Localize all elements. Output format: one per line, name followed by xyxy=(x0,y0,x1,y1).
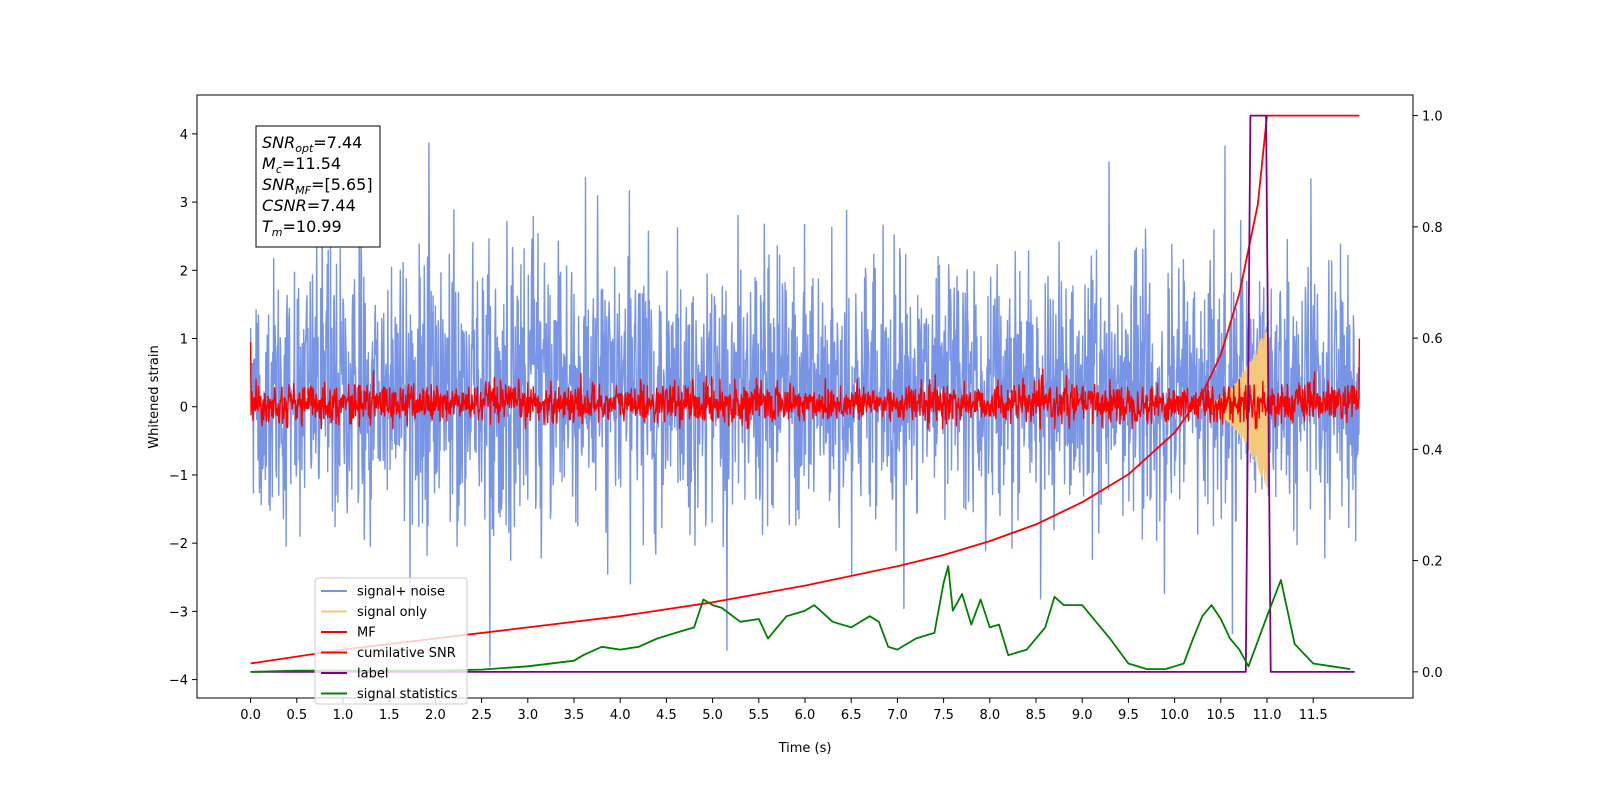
x-tick-label: 4.5 xyxy=(656,708,677,723)
info-box-line: SNRMF=[5.65] xyxy=(262,175,373,197)
x-tick-label: 11.0 xyxy=(1253,708,1282,723)
y-tick-label: 0 xyxy=(180,401,188,416)
y-tick-label: −1 xyxy=(169,469,188,484)
x-tick-label: 4.0 xyxy=(610,708,631,723)
legend-label: cumilative SNR xyxy=(357,646,456,661)
series-label xyxy=(250,114,1355,673)
info-box-frame xyxy=(255,125,381,248)
x-tick-label: 1.0 xyxy=(333,708,354,723)
y2-tick-label: 0.6 xyxy=(1422,332,1443,347)
y-axis-right: 1.0 0.8 0.6 0.4 0.2 0.0 xyxy=(1413,110,1443,681)
y2-tick-label: 0.0 xyxy=(1422,666,1443,681)
legend-label: label xyxy=(357,667,388,682)
legend: signal+ noise signal only MF cumilative SNR… xyxy=(314,577,468,705)
x-tick-label: 0.0 xyxy=(240,708,261,723)
y-tick-label: −2 xyxy=(169,537,188,552)
y-tick-label: −4 xyxy=(169,674,188,689)
y2-tick-label: 0.8 xyxy=(1422,221,1443,236)
info-box-line: Tm=10.99 xyxy=(262,217,342,239)
x-tick-label: 8.0 xyxy=(979,708,1000,723)
y-tick-label: 3 xyxy=(180,196,188,211)
x-tick-label: 3.5 xyxy=(564,708,585,723)
info-box-line: Mc=11.54 xyxy=(262,154,341,176)
x-tick-label: 2.5 xyxy=(471,708,492,723)
series-cumulative-snr xyxy=(250,114,1360,665)
x-tick-label: 3.0 xyxy=(517,708,538,723)
info-box-line: CSNR=7.44 xyxy=(262,196,356,215)
x-tick-label: 5.5 xyxy=(748,708,769,723)
x-tick-label: 2.0 xyxy=(425,708,446,723)
y2-tick-label: 0.4 xyxy=(1422,443,1443,458)
series-mf xyxy=(249,338,1361,430)
y-tick-label: 2 xyxy=(180,264,188,279)
legend-label: MF xyxy=(357,626,376,641)
x-tick-label: 9.0 xyxy=(1072,708,1093,723)
series-signal-statistics xyxy=(250,565,1351,673)
legend-label: signal only xyxy=(357,605,427,620)
x-tick-label: 11.5 xyxy=(1299,708,1328,723)
legend-label: signal statistics xyxy=(357,687,458,702)
y-axis-label: Whitened strain xyxy=(147,345,162,448)
x-tick-label: 8.5 xyxy=(1026,708,1047,723)
legend-frame xyxy=(314,577,468,705)
x-tick-label: 5.0 xyxy=(702,708,723,723)
info-box: SNRopt=7.44Mc=11.54SNRMF=[5.65]CSNR=7.44… xyxy=(255,125,381,248)
y-tick-label: −3 xyxy=(169,605,188,620)
y2-tick-label: 1.0 xyxy=(1422,110,1443,125)
y2-tick-label: 0.2 xyxy=(1422,555,1443,570)
x-axis-label: Time (s) xyxy=(778,741,832,756)
info-box-line: SNRopt=7.44 xyxy=(262,133,362,155)
x-tick-label: 7.0 xyxy=(887,708,908,723)
x-tick-label: 10.5 xyxy=(1206,708,1235,723)
x-tick-label: 10.0 xyxy=(1160,708,1189,723)
x-tick-label: 6.5 xyxy=(841,708,862,723)
x-tick-label: 7.5 xyxy=(933,708,954,723)
series-layer xyxy=(249,114,1361,673)
legend-label: signal+ noise xyxy=(357,585,445,600)
x-tick-label: 0.5 xyxy=(286,708,307,723)
x-axis: 0.0 0.5 1.0 1.5 2.0 2.5 3.0 3.5 4.0 4.5 5.0 5.5 6.0 6… xyxy=(240,698,1328,723)
x-tick-label: 9.5 xyxy=(1118,708,1139,723)
x-tick-label: 1.5 xyxy=(379,708,400,723)
x-tick-label: 6.0 xyxy=(795,708,816,723)
y-axis-left: 4 3 2 1 0 −1 −2 −3 −4 xyxy=(169,128,197,689)
y-tick-label: 4 xyxy=(180,128,188,143)
y-tick-label: 1 xyxy=(180,333,188,348)
